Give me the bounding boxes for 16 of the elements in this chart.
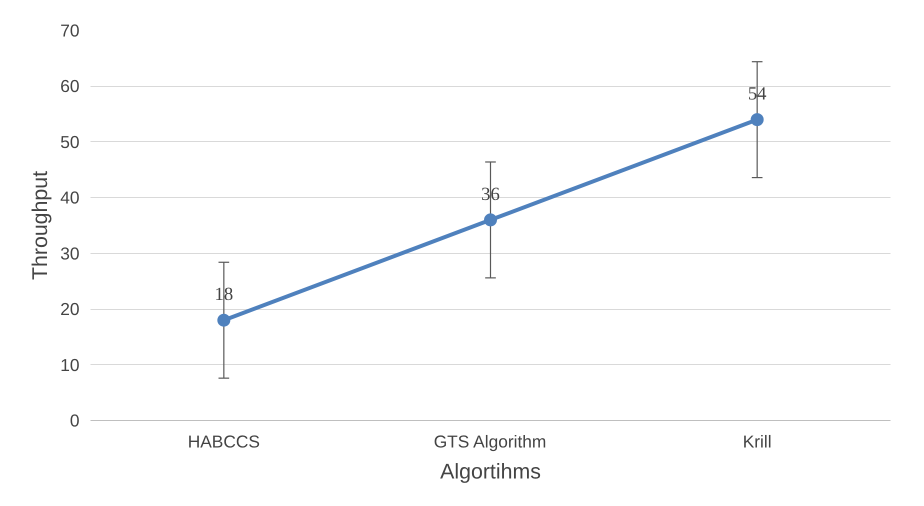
y-tick-label: 30 <box>60 243 80 264</box>
x-tick-label: HABCCS <box>188 432 260 452</box>
point <box>750 113 764 126</box>
y-tick-label: 20 <box>60 299 80 320</box>
y-tick-label: 10 <box>60 354 80 375</box>
y-tick-label: 70 <box>60 20 80 40</box>
y-tick-label: 60 <box>60 76 80 96</box>
y-tick-label: 40 <box>60 188 80 208</box>
x-tick-label: GTS Algorithm <box>434 432 546 452</box>
y-axis-title: Throughput <box>28 170 52 280</box>
x-axis-title: Algortihms <box>440 460 541 484</box>
y-tick-label: 0 <box>70 410 80 430</box>
point <box>484 213 497 226</box>
y-tick-label: 50 <box>60 132 80 152</box>
x-tick-label: Krill <box>742 432 772 452</box>
point <box>217 314 230 327</box>
